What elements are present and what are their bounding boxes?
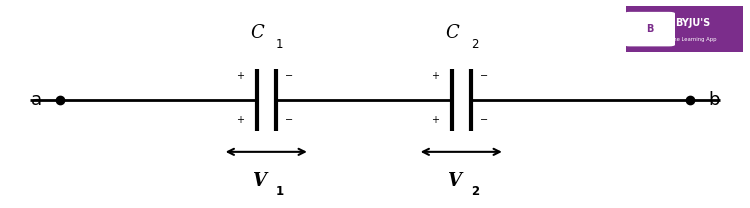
- Text: 2: 2: [471, 185, 478, 198]
- Text: B: B: [646, 24, 653, 34]
- Text: +: +: [431, 115, 439, 125]
- Text: a: a: [31, 91, 41, 109]
- Text: V: V: [252, 172, 266, 190]
- Text: −: −: [481, 71, 488, 81]
- Text: 1: 1: [276, 185, 284, 198]
- Text: b: b: [708, 91, 720, 109]
- Text: +: +: [236, 115, 244, 125]
- Text: The Learning App: The Learning App: [670, 37, 716, 42]
- Text: C: C: [251, 24, 264, 42]
- Text: 1: 1: [276, 38, 284, 51]
- Text: +: +: [236, 71, 244, 81]
- Text: −: −: [286, 71, 293, 81]
- Text: C: C: [446, 24, 459, 42]
- Text: 2: 2: [471, 38, 478, 51]
- Text: V: V: [447, 172, 460, 190]
- FancyBboxPatch shape: [626, 6, 742, 52]
- FancyBboxPatch shape: [624, 12, 675, 46]
- Text: BYJU'S: BYJU'S: [675, 18, 711, 28]
- Text: −: −: [481, 115, 488, 125]
- Text: −: −: [286, 115, 293, 125]
- Text: +: +: [431, 71, 439, 81]
